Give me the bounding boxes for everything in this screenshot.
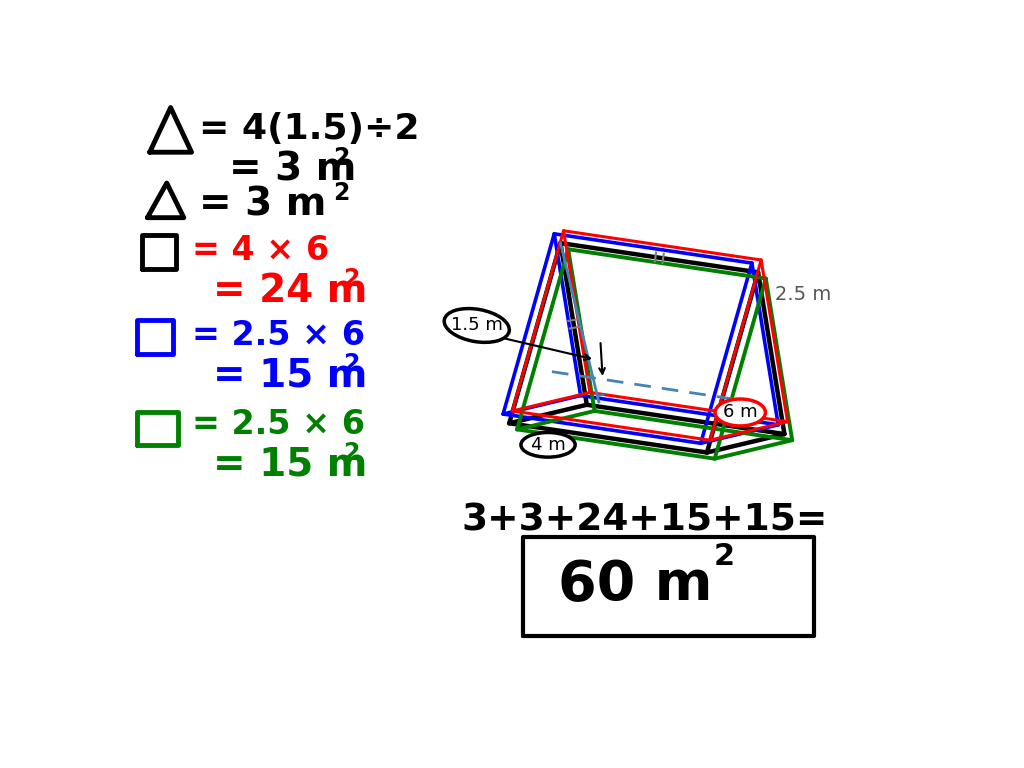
Ellipse shape: [521, 432, 575, 457]
Text: = 2.5 × 6: = 2.5 × 6: [191, 409, 365, 442]
Ellipse shape: [444, 309, 509, 343]
Text: = 2.5 × 6: = 2.5 × 6: [191, 319, 365, 352]
Text: = 4(1.5)÷2: = 4(1.5)÷2: [200, 112, 420, 146]
Text: 2.5 m: 2.5 m: [775, 285, 831, 304]
Text: 60 m: 60 m: [558, 558, 713, 612]
Text: 6 m: 6 m: [723, 403, 758, 422]
Text: 2: 2: [343, 267, 359, 291]
Text: = 15 m: = 15 m: [213, 445, 368, 483]
Text: 4 m: 4 m: [530, 435, 565, 454]
Text: 2: 2: [343, 441, 359, 465]
Text: 2: 2: [334, 146, 350, 170]
Text: 2: 2: [334, 181, 350, 205]
Text: = 24 m: = 24 m: [213, 272, 368, 310]
Text: = 3 m: = 3 m: [200, 186, 327, 223]
Text: 2: 2: [713, 542, 734, 571]
Text: = 15 m: = 15 m: [213, 356, 368, 395]
Text: = 3 m: = 3 m: [228, 151, 356, 188]
Ellipse shape: [715, 399, 765, 426]
Text: = 4 × 6: = 4 × 6: [191, 234, 329, 267]
Text: 1.5 m: 1.5 m: [451, 316, 503, 335]
Text: 3+3+24+15+15=: 3+3+24+15+15=: [461, 502, 827, 538]
Text: 2: 2: [343, 352, 359, 376]
